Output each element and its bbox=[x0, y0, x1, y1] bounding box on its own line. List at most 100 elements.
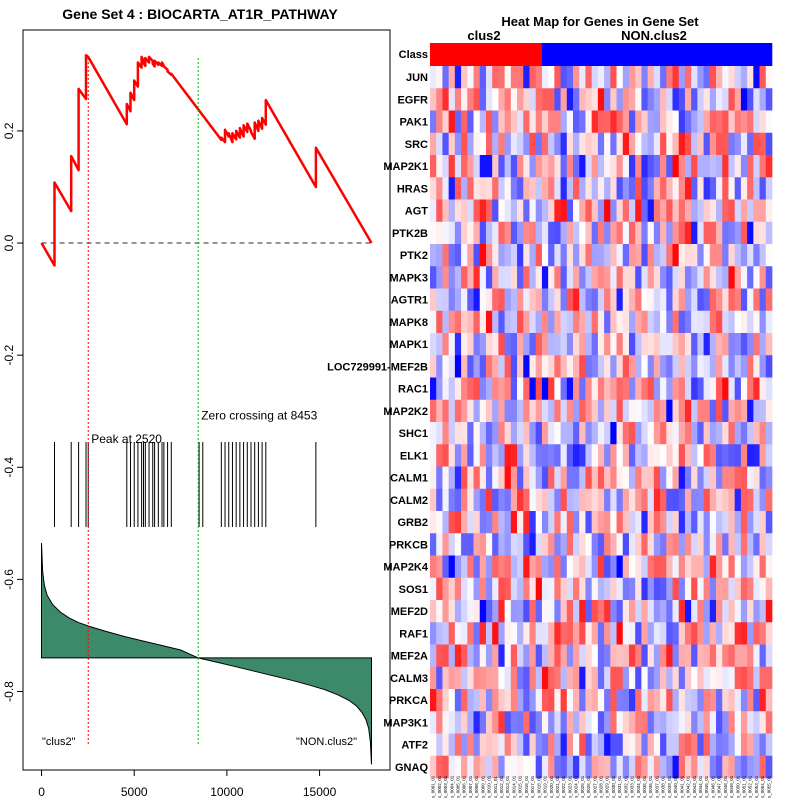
heatmap-cell bbox=[684, 66, 692, 89]
heatmap-cell bbox=[591, 155, 599, 178]
heatmap-cell bbox=[653, 533, 661, 556]
heatmap-cell bbox=[479, 244, 487, 267]
heatmap-cell bbox=[529, 199, 537, 223]
heatmap-cell bbox=[672, 244, 680, 267]
heatmap-cell bbox=[628, 511, 636, 534]
heatmap-cell bbox=[554, 466, 561, 490]
heatmap-cell bbox=[616, 600, 624, 623]
heatmap-cell bbox=[635, 132, 642, 156]
heatmap-cell bbox=[541, 333, 549, 356]
heatmap-cell bbox=[541, 310, 549, 334]
heatmap-cell bbox=[560, 355, 568, 378]
gene-label-prkca: PRKCA bbox=[389, 695, 428, 707]
heatmap-cell bbox=[765, 600, 773, 623]
heatmap-cell bbox=[759, 644, 767, 668]
heatmap-cell bbox=[635, 444, 642, 467]
sample-label-11: s_0011_01 bbox=[493, 776, 498, 798]
heatmap-cell bbox=[740, 355, 748, 378]
heatmap-cell bbox=[747, 355, 754, 378]
heatmap-cell bbox=[585, 199, 593, 223]
heatmap-cell bbox=[461, 644, 468, 668]
heatmap-cell bbox=[666, 555, 673, 579]
sample-label-52: s_0052_01 bbox=[748, 775, 753, 798]
heatmap-cell bbox=[492, 132, 499, 156]
heatmap-cell bbox=[573, 288, 580, 312]
heatmap-cell bbox=[604, 711, 611, 734]
heatmap-cell bbox=[678, 132, 686, 156]
heatmap-cell bbox=[591, 177, 599, 200]
sample-label-46: s_0046_01 bbox=[710, 775, 715, 798]
heatmap-cell bbox=[622, 533, 630, 556]
heatmap-cell bbox=[504, 333, 512, 356]
heatmap-cell bbox=[716, 244, 723, 267]
heatmap-cell bbox=[635, 88, 642, 111]
heatmap-cell bbox=[485, 66, 493, 89]
heatmap-cell bbox=[597, 355, 605, 378]
heatmap-cell bbox=[647, 511, 655, 534]
heatmap-cell bbox=[492, 355, 499, 378]
heatmap-cell bbox=[591, 399, 599, 423]
x-tick-label-15000: 15000 bbox=[303, 785, 337, 799]
heatmap-cell bbox=[461, 555, 468, 579]
heatmap-cell bbox=[747, 711, 754, 734]
heatmap-cell bbox=[622, 711, 630, 734]
heatmap-cell bbox=[485, 221, 493, 245]
heatmap-cell bbox=[753, 333, 760, 356]
heatmap-cell bbox=[436, 110, 443, 134]
heatmap-cell bbox=[691, 600, 698, 623]
heatmap-cell bbox=[604, 600, 611, 623]
sample-label-37: s_0037_01 bbox=[655, 775, 660, 798]
heatmap-cell bbox=[517, 488, 524, 512]
heatmap-cell bbox=[479, 422, 487, 445]
heatmap-cell bbox=[492, 755, 499, 779]
heatmap-cell bbox=[498, 622, 505, 645]
heatmap-cell bbox=[604, 310, 611, 334]
sample-label-18: s_0018_01 bbox=[536, 775, 541, 798]
heatmap-cell bbox=[591, 711, 599, 734]
heatmap-cell bbox=[691, 555, 698, 579]
heatmap-cell bbox=[548, 244, 555, 267]
heatmap-cell bbox=[485, 377, 493, 401]
heatmap-cell bbox=[641, 622, 648, 645]
heatmap-cell bbox=[504, 377, 512, 401]
heatmap-cell bbox=[498, 244, 505, 267]
heatmap-cell bbox=[473, 533, 481, 556]
heatmap-cell bbox=[610, 244, 617, 267]
heatmap-cell bbox=[753, 555, 760, 579]
heatmap-cell bbox=[635, 288, 642, 312]
heatmap-cell bbox=[573, 155, 580, 178]
heatmap-cell bbox=[498, 755, 505, 779]
heatmap-cell bbox=[448, 66, 456, 89]
heatmap-cell bbox=[579, 355, 586, 378]
heatmap-cell bbox=[554, 711, 561, 734]
heatmap-cell bbox=[573, 622, 580, 645]
heatmap-cell bbox=[728, 221, 736, 245]
heatmap-cell bbox=[560, 466, 568, 490]
heatmap-cell bbox=[566, 644, 574, 668]
heatmap-cell bbox=[517, 466, 524, 490]
heatmap-cell bbox=[573, 555, 580, 579]
heatmap-cell bbox=[622, 488, 630, 512]
heatmap-cell bbox=[759, 88, 767, 111]
heatmap-cell bbox=[473, 155, 481, 178]
heatmap-cell bbox=[479, 622, 487, 645]
heatmap-cell bbox=[660, 622, 667, 645]
heatmap-cell bbox=[504, 689, 512, 712]
heatmap-cell bbox=[628, 66, 636, 89]
sample-label-38: s_0038_01 bbox=[661, 775, 666, 798]
heatmap-cell bbox=[722, 177, 729, 200]
heatmap-cell bbox=[703, 755, 711, 779]
heatmap-cell bbox=[461, 88, 468, 111]
heatmap-cell bbox=[510, 399, 518, 423]
heatmap-cell bbox=[684, 310, 692, 334]
heatmap-cell bbox=[498, 266, 505, 289]
heatmap-cell bbox=[703, 488, 711, 512]
heatmap-cell bbox=[523, 488, 530, 512]
heatmap-cell bbox=[740, 422, 748, 445]
heatmap-cell bbox=[479, 155, 487, 178]
heatmap-cell bbox=[628, 110, 636, 134]
heatmap-cell bbox=[610, 377, 617, 401]
heatmap-cell bbox=[635, 755, 642, 779]
heatmap-cell bbox=[579, 422, 586, 445]
heatmap-cell bbox=[504, 466, 512, 490]
